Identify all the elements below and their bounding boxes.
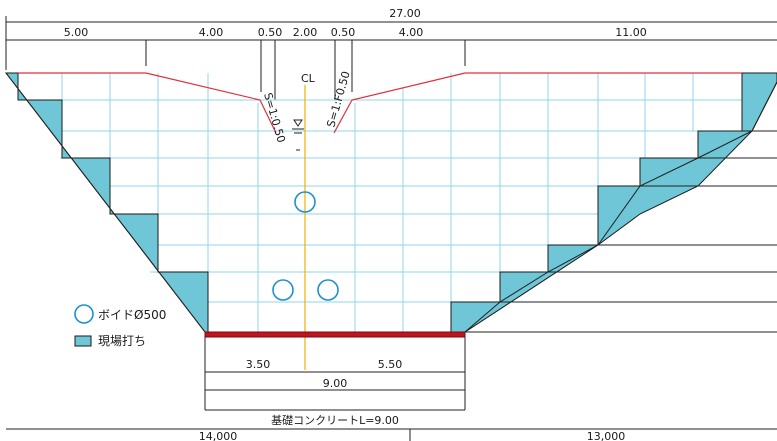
dim-top-slope-left: 4.00 — [199, 26, 224, 39]
slope-label-left: S=1:0.50 — [261, 91, 288, 144]
legend-void-label: ボイドØ500 — [98, 308, 166, 322]
left-slope-line — [5, 72, 206, 333]
right-extension-lines — [465, 130, 777, 333]
dim-top-right: 11.00 — [615, 26, 647, 39]
slope-label-right: S=1:F0.50 — [324, 70, 352, 129]
dim-base-right: 5.50 — [378, 358, 403, 371]
dim-top-slope-right: 4.00 — [399, 26, 424, 39]
dim-base-left: 3.50 — [246, 358, 271, 371]
dim-bottom-left: 14,000 — [199, 430, 238, 441]
grid-lines — [18, 73, 742, 332]
dim-top-notch-left: 0.50 — [258, 26, 283, 39]
base-concrete-label: 基礎コンクリートL=9.00 — [271, 414, 399, 427]
right-upper-wedge — [741, 72, 777, 132]
right-slope-line — [464, 81, 777, 333]
void-circle-upper — [294, 191, 316, 213]
void-circle-lower-right — [317, 279, 339, 301]
water-level-icon — [292, 119, 304, 151]
void-circle-lower-left — [272, 279, 294, 301]
centerline-label: CL — [301, 72, 316, 85]
top-dimensions: 27.00 5.00 4.00 0.50 2.00 0.50 4.00 11.0… — [5, 7, 777, 100]
legend: ボイドØ500 現場打ち — [74, 304, 166, 348]
dim-base-total: 9.00 — [323, 377, 348, 390]
dim-bottom-right: 13,000 — [587, 430, 626, 441]
cast-in-place-swatch — [74, 335, 92, 347]
dim-top-center: 2.00 — [293, 26, 318, 39]
base-concrete — [204, 331, 466, 338]
void-legend-icon — [74, 304, 94, 324]
overall-width-label: 27.00 — [389, 7, 421, 20]
top-cut-outline — [18, 72, 277, 134]
dim-top-left: 5.00 — [64, 26, 89, 39]
legend-cast-label: 現場打ち — [98, 334, 146, 348]
left-concrete — [4, 72, 209, 333]
bottom-dimensions: 3.50 5.50 9.00 基礎コンクリートL=9.00 14,000 13,… — [6, 337, 777, 441]
dim-top-notch-right: 0.50 — [331, 26, 356, 39]
top-cut-outline-right — [333, 72, 742, 134]
